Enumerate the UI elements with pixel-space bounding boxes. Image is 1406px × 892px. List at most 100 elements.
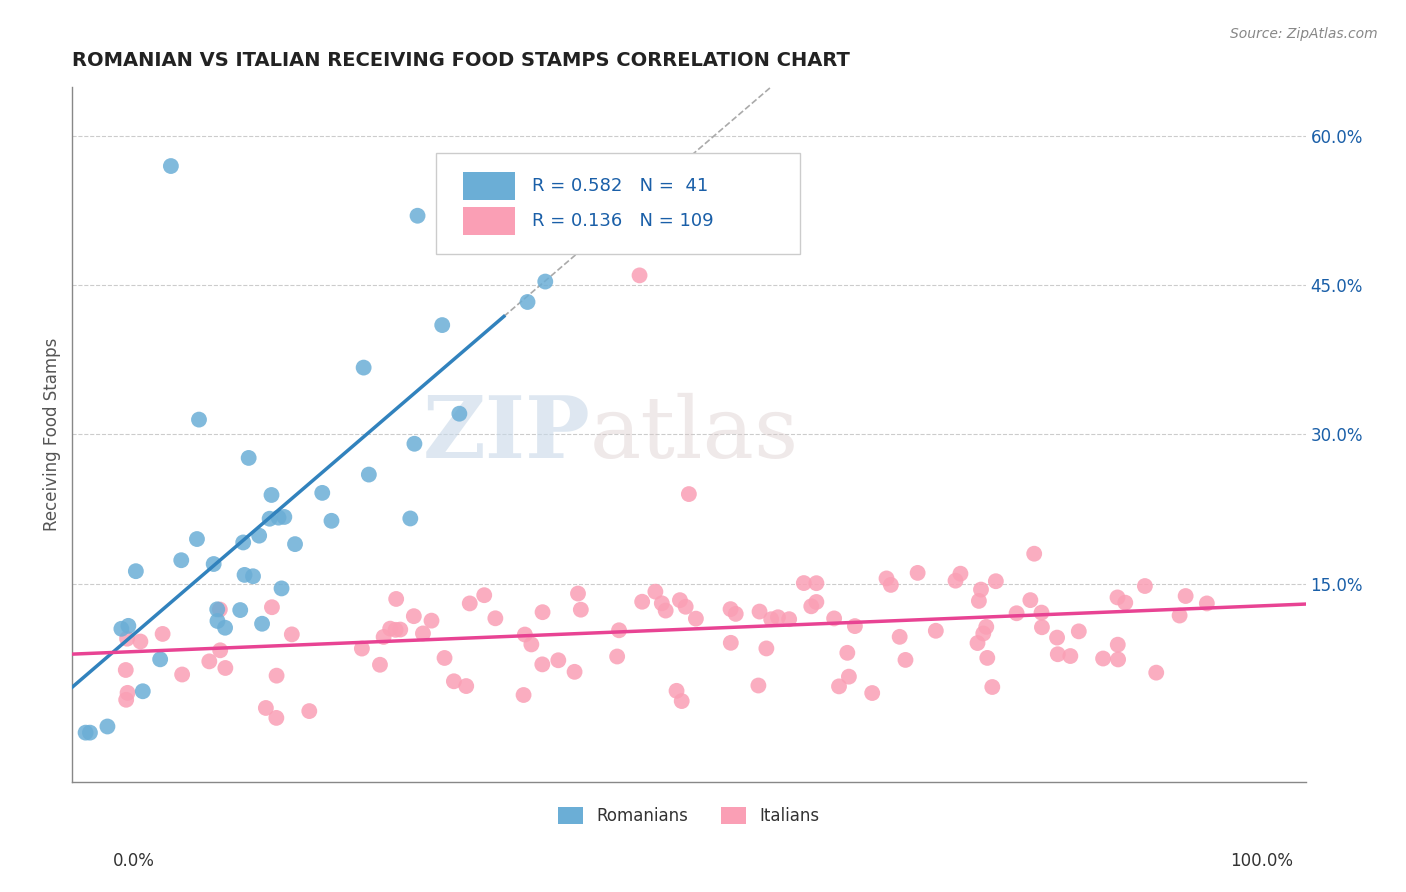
Point — [281, 627, 304, 641]
FancyBboxPatch shape — [436, 153, 800, 253]
Point — [945, 574, 967, 588]
Point — [800, 599, 823, 614]
Point — [925, 624, 948, 638]
Point — [823, 611, 845, 625]
Point — [513, 627, 536, 641]
Point — [1046, 647, 1069, 661]
Point — [766, 610, 789, 624]
Point — [778, 612, 800, 626]
Point — [472, 588, 495, 602]
Point — [531, 657, 554, 672]
Point — [1168, 608, 1191, 623]
Point — [209, 643, 232, 657]
Point — [860, 686, 883, 700]
Point — [449, 407, 471, 421]
Point — [160, 159, 183, 173]
Point — [966, 636, 988, 650]
Point — [284, 537, 307, 551]
Point — [724, 607, 747, 621]
Point — [685, 612, 707, 626]
Point — [984, 574, 1007, 589]
Point — [79, 725, 101, 739]
Point — [671, 694, 693, 708]
Point — [720, 602, 742, 616]
FancyBboxPatch shape — [463, 207, 515, 235]
Point — [806, 576, 828, 591]
Point — [214, 621, 236, 635]
Point — [907, 566, 929, 580]
Point — [254, 701, 277, 715]
Point — [357, 467, 380, 482]
Point — [229, 603, 252, 617]
Point — [402, 609, 425, 624]
Point — [1024, 547, 1046, 561]
Point — [1031, 620, 1053, 634]
Point — [1092, 651, 1115, 665]
Point — [96, 719, 118, 733]
Point — [1107, 638, 1129, 652]
Point — [1059, 648, 1081, 663]
Point — [198, 654, 221, 668]
Point — [967, 594, 990, 608]
Point — [125, 564, 148, 578]
Point — [75, 725, 97, 739]
Point — [233, 568, 256, 582]
Point — [628, 268, 651, 283]
Point — [115, 693, 138, 707]
Point — [1174, 589, 1197, 603]
Point — [458, 596, 481, 610]
Point — [644, 584, 666, 599]
Point — [534, 275, 557, 289]
Point — [949, 566, 972, 581]
Point — [606, 649, 628, 664]
Point — [384, 623, 406, 637]
Point — [512, 688, 534, 702]
Point — [350, 641, 373, 656]
Point — [298, 704, 321, 718]
Point — [665, 683, 688, 698]
Point — [420, 614, 443, 628]
Point — [531, 605, 554, 619]
Point — [520, 637, 543, 651]
Text: Source: ZipAtlas.com: Source: ZipAtlas.com — [1230, 27, 1378, 41]
Point — [1031, 606, 1053, 620]
Point — [747, 679, 769, 693]
Point — [270, 582, 292, 596]
Legend: Romanians, Italians: Romanians, Italians — [550, 798, 828, 833]
Point — [412, 626, 434, 640]
Point — [981, 680, 1004, 694]
Point — [970, 582, 993, 597]
Point — [1046, 631, 1069, 645]
Point — [115, 632, 138, 646]
Point — [972, 626, 994, 640]
Point — [247, 529, 270, 543]
Point — [242, 569, 264, 583]
Point — [110, 622, 132, 636]
Point — [564, 665, 586, 679]
Point — [880, 578, 903, 592]
Point — [321, 514, 343, 528]
Point — [117, 619, 139, 633]
Point — [117, 686, 139, 700]
Point — [267, 510, 290, 524]
Point — [1005, 607, 1028, 621]
Point — [149, 652, 172, 666]
Text: ZIP: ZIP — [422, 392, 591, 476]
Point — [1114, 596, 1136, 610]
Point — [838, 670, 860, 684]
Point — [433, 651, 456, 665]
Point — [443, 674, 465, 689]
Point — [510, 201, 533, 215]
Point — [266, 668, 288, 682]
Point — [567, 586, 589, 600]
Point — [894, 653, 917, 667]
Point — [202, 557, 225, 571]
Point — [311, 486, 333, 500]
Point — [186, 532, 208, 546]
Point — [889, 630, 911, 644]
Text: R = 0.582   N =  41: R = 0.582 N = 41 — [533, 177, 709, 195]
Text: atlas: atlas — [591, 392, 800, 476]
Point — [399, 511, 422, 525]
Point — [1067, 624, 1090, 639]
Point — [385, 591, 408, 606]
